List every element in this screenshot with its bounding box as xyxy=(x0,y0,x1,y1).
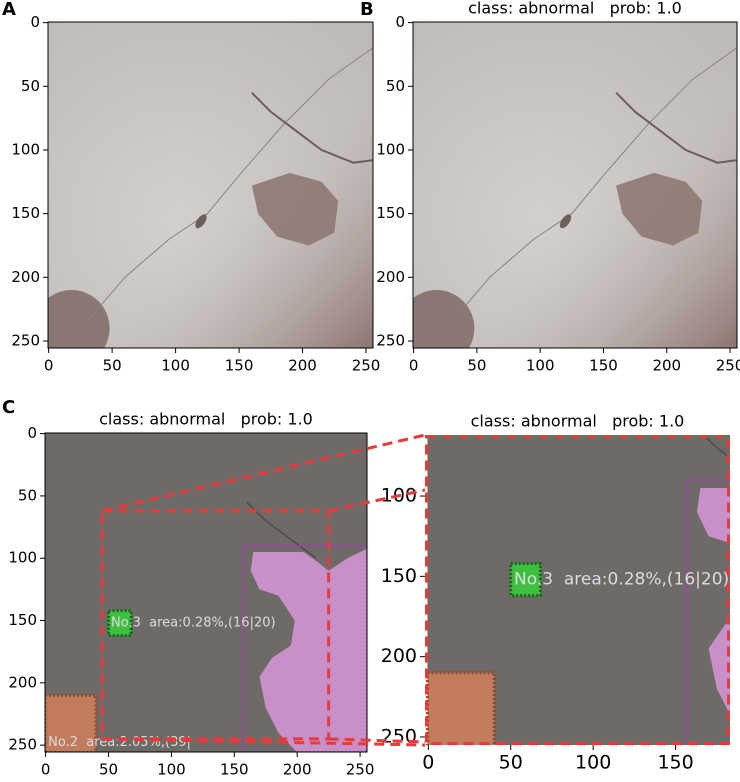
y-tick-label: 100 xyxy=(11,140,40,158)
x-tick-label: 100 xyxy=(161,357,190,375)
y-tick-label: 200 xyxy=(376,268,405,286)
panel-title: class: abnormal prob: 1.0 xyxy=(99,410,313,429)
x-tick-label: 200 xyxy=(288,357,317,375)
region-label: No.3 area:0.28%,(16|20) xyxy=(111,616,276,631)
mask-region xyxy=(697,488,730,715)
x-tick-label: 100 xyxy=(157,761,186,779)
crack xyxy=(615,91,737,164)
image: No.3 area:0.28%,(16|20) xyxy=(425,435,730,745)
image: No.3 area:0.28%,(16|20) No.2 area:2.05%,(… xyxy=(45,433,367,752)
panel-title: class: abnormal prob: 1.0 xyxy=(471,412,685,431)
y-tick-label: 250 xyxy=(11,331,40,349)
x-tick-label: 250 xyxy=(716,357,740,375)
x-tick-label: 0 xyxy=(44,357,54,375)
x-tick-label: 200 xyxy=(283,761,312,779)
y-tick-label: 200 xyxy=(381,645,417,667)
x-tick-label: 50 xyxy=(99,761,118,779)
y-tick-label: 250 xyxy=(381,725,417,747)
x-tick-label: 50 xyxy=(499,752,523,774)
y-tick-label: 250 xyxy=(376,331,405,349)
y-tick-label: 0 xyxy=(30,13,40,31)
panel-title: class: abnormal prob: 1.0 xyxy=(468,0,682,18)
x-tick-label: 200 xyxy=(652,357,681,375)
x-tick-label: 250 xyxy=(346,761,375,779)
y-tick-label: 100 xyxy=(8,549,37,567)
crack xyxy=(246,501,317,559)
panel-label: A xyxy=(2,0,16,20)
y-tick-label: 50 xyxy=(386,77,405,95)
y-tick-label: 0 xyxy=(395,13,405,31)
x-tick-label: 100 xyxy=(575,752,611,774)
detection-box xyxy=(425,671,496,745)
stain xyxy=(48,290,110,348)
image xyxy=(48,22,373,348)
axes-frame xyxy=(47,21,374,349)
x-tick-label: 0 xyxy=(422,752,434,774)
crack xyxy=(86,47,373,323)
mask-region xyxy=(250,548,367,752)
zoom-box xyxy=(100,509,331,741)
y-tick-label: 200 xyxy=(11,268,40,286)
stain xyxy=(616,172,703,246)
y-tick-label: 50 xyxy=(21,77,40,95)
region-label: No.2 area:2.05%,(39| xyxy=(48,735,191,750)
y-tick-label: 150 xyxy=(376,204,405,222)
x-tick-label: 0 xyxy=(409,357,419,375)
zoom-frame xyxy=(425,435,730,745)
x-tick-label: 100 xyxy=(526,357,555,375)
y-tick-label: 50 xyxy=(18,486,37,504)
x-tick-label: 150 xyxy=(657,752,693,774)
x-tick-label: 50 xyxy=(103,357,122,375)
panel-label: C xyxy=(2,397,15,418)
zoom-connector xyxy=(102,737,426,747)
spot xyxy=(559,214,572,229)
stain xyxy=(251,172,339,246)
y-tick-label: 0 xyxy=(27,424,37,442)
panel-label: B xyxy=(360,0,374,20)
axes-frame xyxy=(44,432,368,753)
zoom-connector xyxy=(328,737,426,744)
axes-frame xyxy=(412,21,738,349)
x-tick-label: 0 xyxy=(41,761,51,779)
detection-box xyxy=(45,693,98,752)
y-tick-label: 100 xyxy=(376,140,405,158)
y-tick-label: 200 xyxy=(8,673,37,691)
stain xyxy=(413,290,475,348)
detection-box xyxy=(107,609,133,637)
y-tick-label: 150 xyxy=(11,204,40,222)
crack xyxy=(251,91,373,164)
x-tick-label: 150 xyxy=(589,357,618,375)
crack xyxy=(451,47,737,323)
detection-box xyxy=(509,561,542,598)
zoom-connector xyxy=(101,433,426,513)
x-tick-label: 250 xyxy=(352,357,381,375)
x-tick-label: 50 xyxy=(467,357,486,375)
zoom-connector xyxy=(328,488,426,513)
spot xyxy=(195,214,207,229)
x-tick-label: 150 xyxy=(225,357,254,375)
y-tick-label: 150 xyxy=(381,565,417,587)
image xyxy=(413,22,737,348)
region-label: No.3 area:0.28%,(16|20) xyxy=(514,570,729,590)
y-tick-label: 250 xyxy=(8,736,37,754)
y-tick-label: 150 xyxy=(8,611,37,629)
x-tick-label: 150 xyxy=(220,761,249,779)
